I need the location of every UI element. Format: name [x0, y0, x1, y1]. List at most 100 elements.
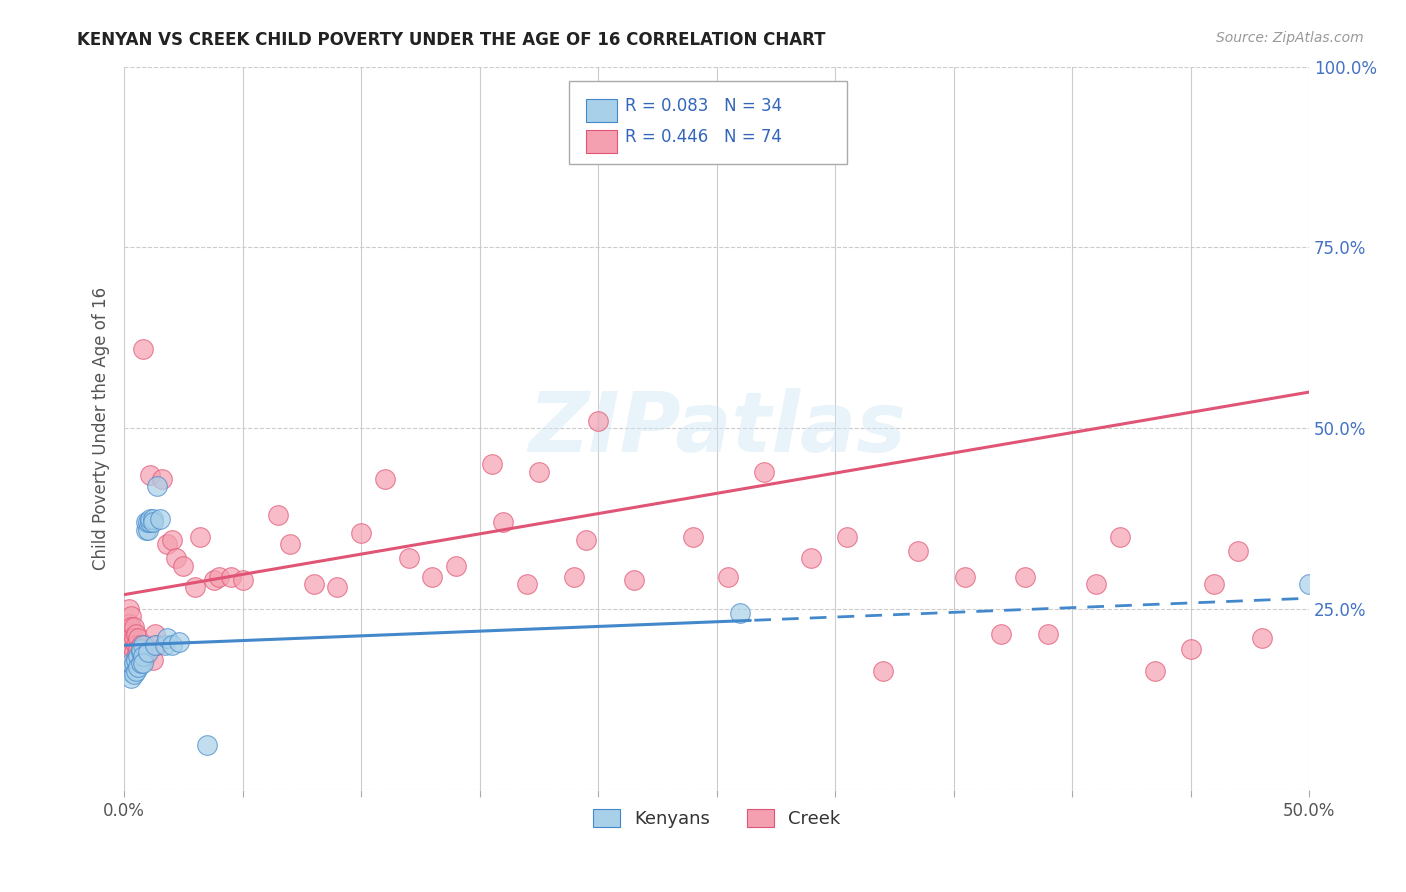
Point [127, 641, 149, 656]
Point [122, 657, 145, 671]
Point [129, 638, 152, 652]
Point [139, 511, 162, 525]
Point [278, 537, 301, 551]
Point [125, 638, 148, 652]
Point [135, 638, 157, 652]
Point [188, 530, 211, 544]
Point [156, 537, 179, 551]
Point [374, 472, 396, 486]
Point [120, 671, 142, 685]
Y-axis label: Child Poverty Under the Age of 16: Child Poverty Under the Age of 16 [93, 286, 110, 570]
Text: KENYAN VS CREEK CHILD POVERTY UNDER THE AGE OF 16 CORRELATION CHART: KENYAN VS CREEK CHILD POVERTY UNDER THE … [77, 31, 825, 49]
Point [1108, 530, 1130, 544]
Point [120, 657, 142, 671]
Text: ZIPatlas: ZIPatlas [527, 388, 905, 469]
Point [142, 516, 165, 530]
Point [835, 530, 858, 544]
Point [142, 653, 165, 667]
Text: Source: ZipAtlas.com: Source: ZipAtlas.com [1216, 31, 1364, 45]
Point [492, 516, 515, 530]
Bar [586, 99, 617, 121]
Point [150, 472, 173, 486]
Point [142, 511, 165, 525]
Point [398, 551, 420, 566]
Point [1227, 544, 1250, 558]
Point [527, 465, 550, 479]
Point [350, 526, 373, 541]
Point [136, 645, 159, 659]
Point [132, 342, 155, 356]
Point [184, 581, 207, 595]
Point [122, 667, 145, 681]
Point [149, 511, 172, 525]
Text: R = 0.446   N = 74: R = 0.446 N = 74 [626, 128, 782, 146]
Point [135, 523, 157, 537]
Point [122, 645, 145, 659]
Point [420, 569, 443, 583]
Point [955, 569, 977, 583]
Legend: Kenyans, Creek: Kenyans, Creek [586, 801, 848, 835]
Point [135, 516, 157, 530]
Point [129, 645, 152, 659]
Point [118, 602, 141, 616]
Point [208, 569, 231, 583]
Point [564, 569, 586, 583]
Point [143, 627, 166, 641]
Point [132, 638, 155, 652]
Text: R = 0.083   N = 34: R = 0.083 N = 34 [626, 97, 783, 115]
Point [1038, 627, 1060, 641]
Point [120, 609, 142, 624]
Point [160, 533, 183, 548]
Point [136, 516, 159, 530]
Point [136, 523, 159, 537]
Point [800, 551, 823, 566]
Point [127, 653, 149, 667]
Point [267, 508, 290, 522]
Point [172, 558, 194, 573]
Point [516, 576, 538, 591]
Point [129, 657, 152, 671]
Point [153, 638, 176, 652]
Point [132, 657, 155, 671]
Point [232, 573, 254, 587]
Point [326, 581, 349, 595]
Point [1144, 664, 1167, 678]
Point [1250, 631, 1272, 645]
Point [135, 649, 157, 664]
Point [623, 573, 645, 587]
Point [125, 649, 148, 664]
Point [481, 458, 503, 472]
Point [156, 631, 179, 645]
Point [139, 468, 162, 483]
Point [143, 638, 166, 652]
Point [872, 664, 894, 678]
Point [219, 569, 242, 583]
Point [146, 638, 169, 652]
Point [118, 664, 141, 678]
Point [575, 533, 598, 548]
Point [1014, 569, 1036, 583]
Point [202, 573, 225, 587]
Point [118, 631, 141, 645]
Point [907, 544, 929, 558]
Point [139, 516, 162, 530]
Point [125, 653, 148, 667]
FancyBboxPatch shape [568, 81, 846, 164]
Point [1204, 576, 1226, 591]
Point [752, 465, 775, 479]
Point [160, 638, 183, 652]
Point [1298, 576, 1320, 591]
Point [717, 569, 740, 583]
Point [165, 551, 187, 566]
Point [1180, 641, 1202, 656]
Bar [586, 130, 617, 153]
Point [120, 631, 142, 645]
Point [132, 649, 155, 664]
Point [125, 627, 148, 641]
Point [120, 638, 142, 652]
Point [125, 664, 148, 678]
Point [136, 641, 159, 656]
Point [586, 414, 609, 428]
Point [120, 620, 142, 634]
Point [167, 634, 190, 648]
